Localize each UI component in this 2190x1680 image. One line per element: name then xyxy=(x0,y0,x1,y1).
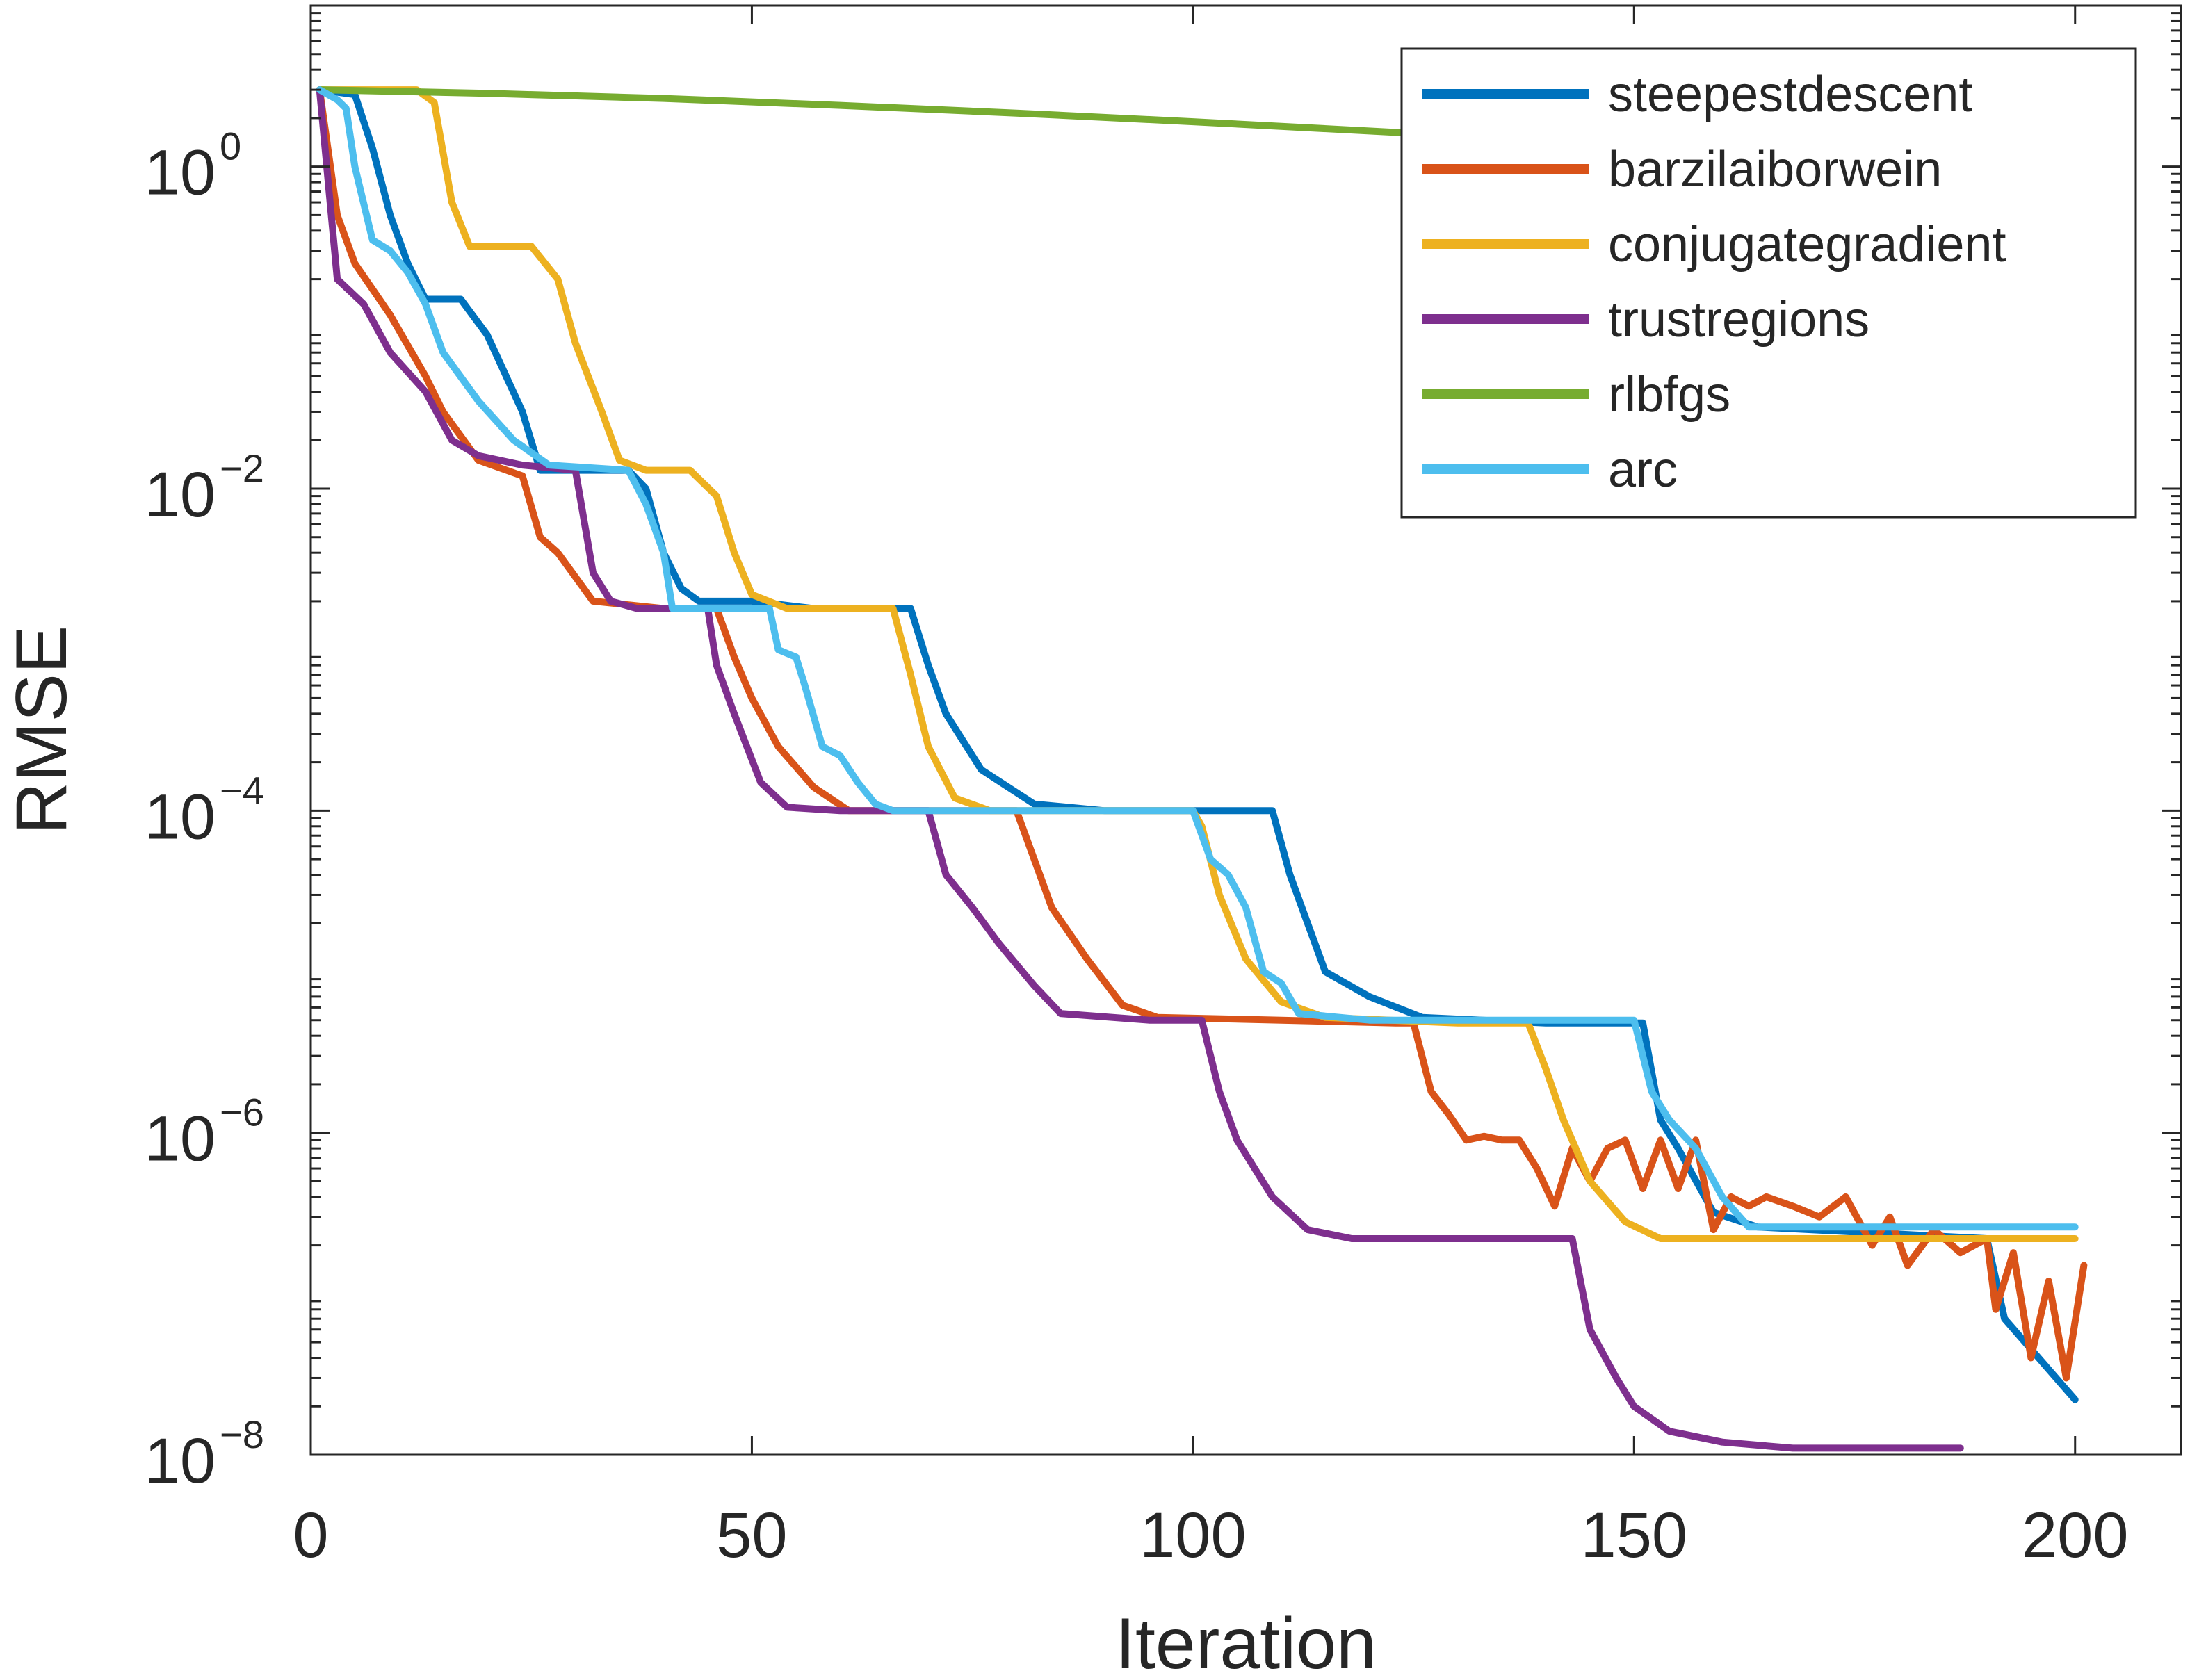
plot-frame xyxy=(309,4,2182,1456)
series-line-conjugategradient xyxy=(316,86,2079,1242)
legend-label-trustregions: trustregions xyxy=(1608,292,1869,348)
x-tick-label: 100 xyxy=(1139,1500,1247,1571)
legend-label-rlbfgs: rlbfgs xyxy=(1608,367,1730,423)
legend: steepestdescent barzilaiborwein conjugateg… xyxy=(1400,47,2137,519)
y-tick-exponent: −8 xyxy=(220,1412,264,1456)
y-axis-title: RMSE xyxy=(1,626,82,834)
y-tick-exponent: 0 xyxy=(220,124,241,168)
series-line-steepestdescent xyxy=(316,86,2079,1403)
y-tick-exponent: −6 xyxy=(220,1091,264,1134)
y-tick-label: 10 xyxy=(145,459,216,530)
series-line-rlbfgs xyxy=(316,86,1426,138)
legend-label-barzilaiborwein: barzilaiborwein xyxy=(1608,142,1942,197)
y-tick-exponent: −4 xyxy=(220,768,264,812)
x-tick-label: 150 xyxy=(1581,1500,1688,1571)
x-tick-label: 50 xyxy=(716,1500,787,1571)
series-line-arc xyxy=(316,86,2079,1231)
legend-box xyxy=(1400,47,2137,519)
x-tick-label: 0 xyxy=(293,1500,328,1571)
x-tick-label: 200 xyxy=(2022,1500,2129,1571)
y-tick-label: 10 xyxy=(145,1104,216,1175)
legend-label-steepestdescent: steepestdescent xyxy=(1608,67,1972,122)
series-line-trustregions xyxy=(316,86,1964,1452)
y-tick-label: 10 xyxy=(145,781,216,852)
legend-label-arc: arc xyxy=(1608,442,1678,498)
x-axis-title: Iteration xyxy=(1115,1604,1377,1680)
series-layer xyxy=(316,86,2088,1452)
y-tick-label: 10 xyxy=(145,138,216,209)
y-tick-exponent: −2 xyxy=(220,446,264,490)
y-tick-label: 10 xyxy=(145,1426,216,1496)
legend-label-conjugategradient: conjugategradient xyxy=(1608,217,2006,272)
